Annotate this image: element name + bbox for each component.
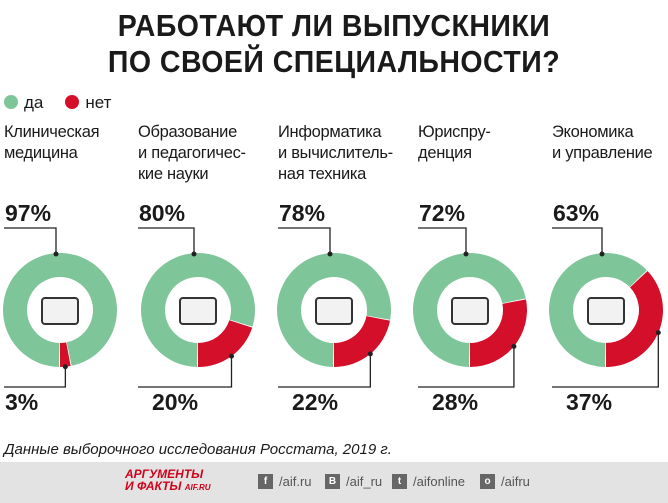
category-label-line: ная техника <box>278 165 367 183</box>
twitter-icon: t <box>392 474 407 489</box>
donut-3 <box>413 227 527 388</box>
category-label-line: Клиническая <box>4 123 100 141</box>
social-handle: /aifonline <box>413 474 466 489</box>
computer-code-icon-body <box>315 297 353 325</box>
donut-slice-no <box>606 270 663 367</box>
data-label-yes: 78% <box>279 200 326 226</box>
donut-2 <box>277 227 391 388</box>
donut-slice-no <box>470 299 527 367</box>
books-icon-body <box>179 297 217 325</box>
first-aid-kit-icon-body <box>41 297 79 325</box>
social-handle: /aifru <box>501 474 530 489</box>
category-label-line: Информатика <box>278 123 382 141</box>
social-handle: /aif.ru <box>279 474 312 489</box>
legend-label-no: нет <box>85 93 112 112</box>
source-note: Данные выборочного исследования Росстата… <box>4 441 392 458</box>
social-link-facebook[interactable]: f/aif.ru <box>258 474 312 489</box>
donut-slice-yes <box>549 253 647 367</box>
leader-line-yes <box>138 227 195 254</box>
economics-chart-icon-body <box>587 297 625 325</box>
leader-line-yes <box>278 227 331 254</box>
title-line-2: ПО СВОЕЙ СПЕЦИАЛЬНОСТИ? <box>107 44 561 79</box>
category-label: Образование и педагогичес-кие науки <box>138 122 246 185</box>
donut-slice-yes <box>277 253 391 367</box>
category-label: Юриспру-денция <box>418 122 491 164</box>
category-label: Экономика и управление <box>552 122 653 164</box>
donut-slice-yes <box>2 253 117 367</box>
aif-logo[interactable]: АРГУМЕНТЫ И ФАКТЫ AIF.RU <box>125 467 211 493</box>
leader-line-yes <box>418 227 467 254</box>
facebook-icon: f <box>258 474 273 489</box>
gavel-icon-body <box>451 297 489 325</box>
leader-dot-no <box>511 343 517 349</box>
category-label-line: Экономика <box>552 123 634 141</box>
donut-slice-yes <box>413 253 526 367</box>
data-label-no: 3% <box>5 389 39 415</box>
leader-line-yes <box>552 227 603 254</box>
donut-0 <box>2 227 117 388</box>
donut-slice-no <box>198 320 253 367</box>
legend-swatch-no <box>65 95 80 109</box>
leader-line-no <box>138 356 233 388</box>
category-label: Клиническая медицина <box>4 122 100 164</box>
leader-dot-no <box>655 330 661 336</box>
social-handle: /aif_ru <box>346 474 383 489</box>
footer: АРГУМЕНТЫ И ФАКТЫ AIF.RU f/aif.ru В/aif_ru… <box>0 462 668 503</box>
title-line-1: РАБОТАЮТ ЛИ ВЫПУСКНИКИ <box>117 8 551 43</box>
vk-icon: В <box>325 474 340 489</box>
donut-charts <box>2 227 663 388</box>
data-label-yes: 63% <box>553 200 600 226</box>
donut-4 <box>549 227 663 388</box>
legend-item-yes: да <box>4 93 43 113</box>
data-label-no: 20% <box>152 389 199 415</box>
leader-line-no <box>4 366 67 388</box>
leader-dot-no <box>229 353 235 359</box>
leader-line-no <box>418 346 515 388</box>
data-label-yes: 80% <box>139 200 186 226</box>
legend-swatch-yes <box>4 95 18 109</box>
category-label-line: кие науки <box>138 165 209 183</box>
leader-line-no <box>278 353 371 388</box>
category-label-line: Образование <box>138 123 237 141</box>
social-link-twitter[interactable]: t/aifonline <box>392 474 465 489</box>
legend: да нет <box>4 93 111 113</box>
leader-dot-no <box>367 351 373 357</box>
donut-slice-yes <box>141 252 256 367</box>
donut-1 <box>138 227 256 388</box>
data-label-no: 28% <box>432 389 479 415</box>
category-label-line: медицина <box>4 144 78 162</box>
leader-dot-yes <box>53 251 59 257</box>
social-link-odnoklassniki[interactable]: о/aifru <box>480 474 530 489</box>
leader-line-yes <box>4 227 57 254</box>
data-label-no: 22% <box>292 389 339 415</box>
category-label-line: денция <box>418 144 472 162</box>
page-title: РАБОТАЮТ ЛИ ВЫПУСКНИКИ ПО СВОЕЙ СПЕЦИАЛЬ… <box>27 8 642 80</box>
donut-slice-no <box>60 342 71 367</box>
leader-line-no <box>552 332 659 388</box>
leader-dot-yes <box>463 251 469 257</box>
odnoklassniki-icon: о <box>480 474 495 489</box>
data-label-yes: 72% <box>419 200 466 226</box>
leader-dot-yes <box>599 251 605 257</box>
leader-dot-yes <box>327 251 333 257</box>
category-label-line: и управление <box>552 144 653 162</box>
leader-dot-yes <box>191 251 197 257</box>
data-label-no: 37% <box>566 389 613 415</box>
social-link-vk[interactable]: В/aif_ru <box>325 474 382 489</box>
category-label-line: и вычислитель- <box>278 144 393 162</box>
leader-dot-no <box>62 364 68 370</box>
category-label-line: и педагогичес- <box>138 144 246 162</box>
data-label-yes: 97% <box>5 200 52 226</box>
category-label-line: Юриспру- <box>418 123 491 141</box>
legend-item-no: нет <box>65 93 111 113</box>
category-label: Информатика и вычислитель-ная техника <box>278 122 393 185</box>
donut-slice-no <box>334 316 390 367</box>
legend-label-yes: да <box>24 93 44 112</box>
